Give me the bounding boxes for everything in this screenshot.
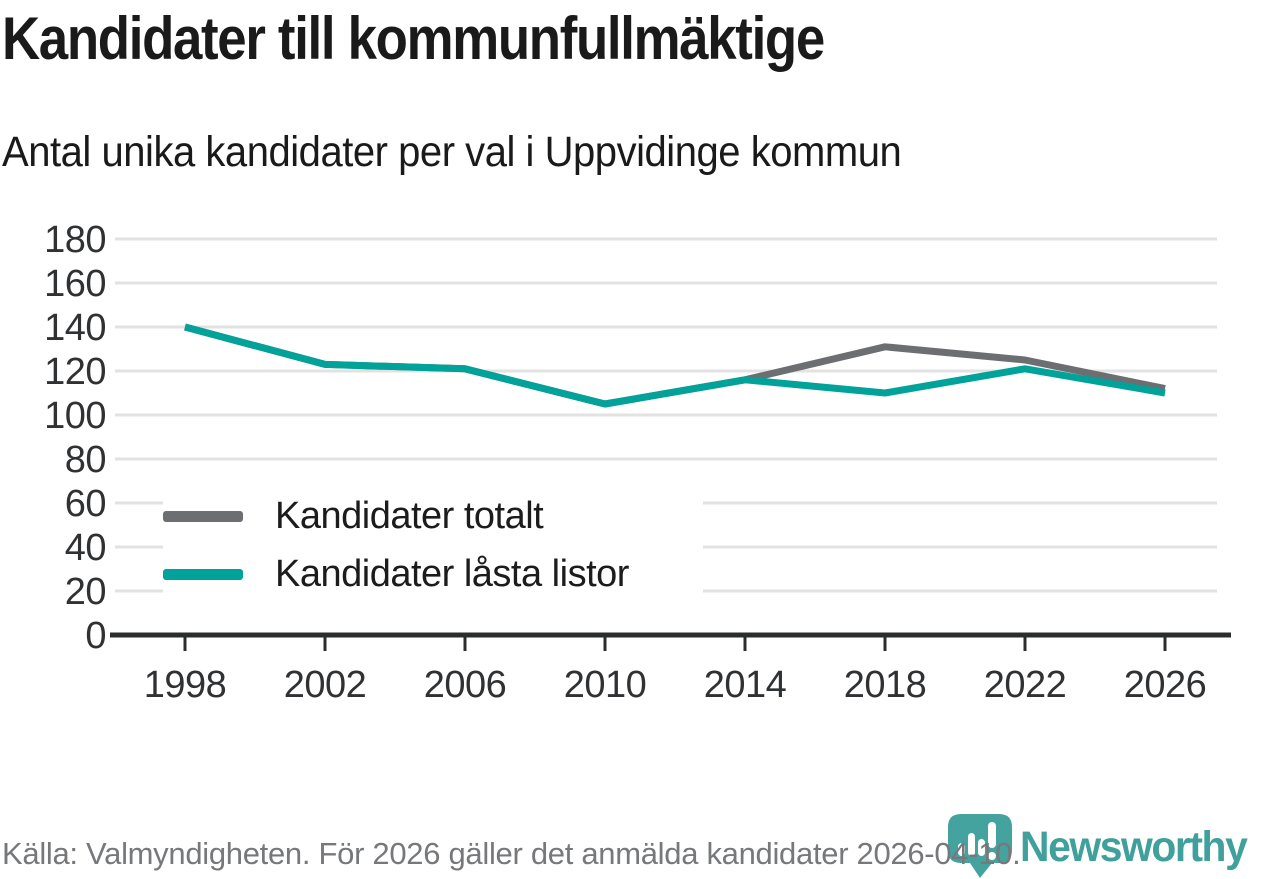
y-axis-tick-label: 0: [85, 615, 106, 657]
chart-legend: Kandidater totalt Kandidater låsta listo…: [163, 487, 703, 603]
chart-title: Kandidater till kommunfullmäktige: [2, 5, 825, 72]
x-axis-tick-label: 2014: [704, 664, 787, 706]
legend-item-total: Kandidater totalt: [163, 489, 703, 544]
y-axis-tick-label: 140: [44, 307, 106, 349]
series-line-locked-lists: [184, 323, 1166, 408]
x-axis-tick-label: 2018: [844, 664, 927, 706]
legend-label-locked-lists: Kandidater låsta listor: [275, 552, 629, 595]
y-axis-tick-label: 80: [65, 439, 106, 481]
chart-subtitle: Antal unika kandidater per val i Uppvidi…: [2, 128, 902, 176]
x-axis-tick-label: 2006: [424, 664, 507, 706]
x-axis-tick-label: 2026: [1124, 664, 1207, 706]
y-axis-tick-label: 60: [65, 483, 106, 525]
newsworthy-logo: Newsworthy: [946, 813, 1258, 879]
x-axis-tick-label: 2002: [284, 664, 367, 706]
y-axis-tick-label: 20: [65, 571, 106, 613]
y-axis-tick-label: 120: [44, 351, 106, 393]
y-axis-tick-label: 180: [44, 219, 106, 261]
y-axis-tick-label: 40: [65, 527, 106, 569]
y-axis-tick-label: 160: [44, 263, 106, 305]
y-axis-tick-label: 100: [44, 395, 106, 437]
x-axis-tick-label: 1998: [144, 664, 227, 706]
x-axis-tick-label: 2010: [564, 664, 647, 706]
newsworthy-pin-icon: [948, 814, 1012, 878]
legend-label-total: Kandidater totalt: [275, 494, 544, 537]
newsworthy-logo-text: Newsworthy: [1020, 823, 1248, 871]
legend-swatch-locked-lists: [163, 568, 243, 580]
x-axis-tick-label: 2022: [984, 664, 1067, 706]
legend-swatch-total: [163, 510, 243, 522]
legend-item-locked-lists: Kandidater låsta listor: [163, 547, 703, 602]
source-note: Källa: Valmyndigheten. För 2026 gäller d…: [2, 836, 1021, 871]
